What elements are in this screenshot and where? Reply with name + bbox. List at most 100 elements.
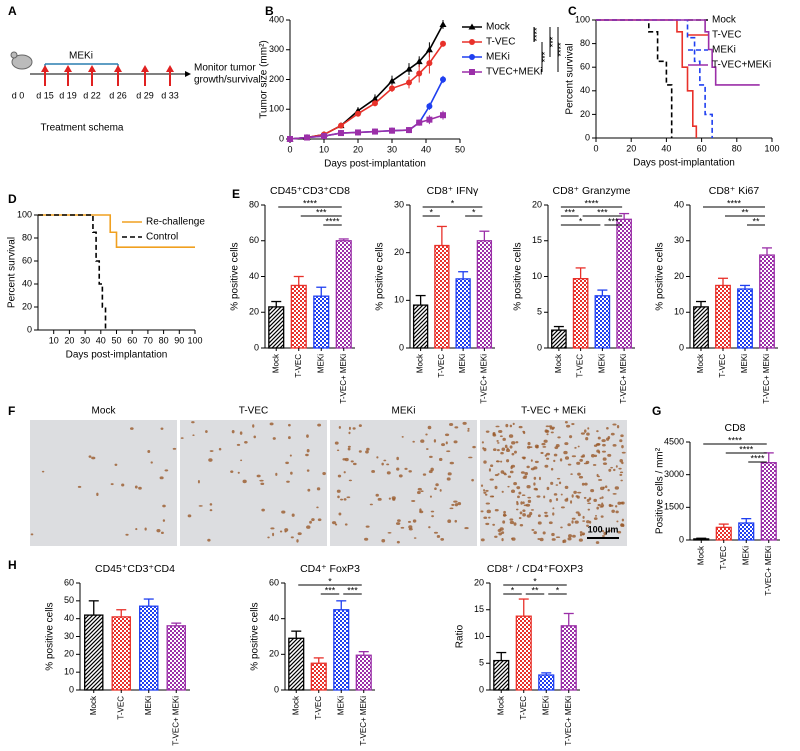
stained-cell	[563, 539, 567, 543]
stained-cell	[311, 518, 315, 522]
stained-cell	[209, 509, 213, 512]
stained-cell	[261, 508, 265, 512]
stained-cell	[510, 489, 516, 493]
bar	[290, 284, 307, 349]
bar	[760, 462, 777, 541]
stained-cell	[621, 444, 624, 449]
stained-cell	[371, 469, 376, 473]
data-point	[416, 70, 423, 77]
stained-cell	[617, 501, 622, 505]
data-point	[389, 127, 395, 134]
y-tick-label: 20	[22, 301, 32, 311]
x-tick-label: 20	[626, 143, 636, 153]
legend-label: Re-challenge	[146, 217, 205, 228]
x-tick-label: 90	[174, 335, 184, 345]
significance-label: *	[533, 576, 537, 586]
stained-cell	[453, 440, 458, 444]
stained-cell	[514, 450, 517, 454]
stained-cell	[422, 473, 427, 476]
stained-cell	[509, 518, 514, 521]
x-tick-label: 80	[159, 335, 169, 345]
stained-cell	[612, 493, 617, 495]
y-tick-label: 20	[532, 199, 542, 209]
survival-curve	[596, 19, 760, 86]
stained-cell	[156, 528, 161, 533]
stained-cell	[589, 520, 592, 524]
stained-cell	[481, 441, 484, 444]
chart-title: CD8⁺ Ki67	[709, 185, 760, 197]
bar	[310, 662, 327, 691]
stained-cell	[160, 427, 164, 430]
stained-cell	[587, 502, 591, 505]
stained-cell	[502, 520, 506, 524]
significance-label: ****	[750, 453, 765, 463]
x-tick-label: T-VEC+ MEKi	[564, 696, 573, 746]
stained-cell	[610, 432, 615, 436]
chart-title: CD45⁺CD3⁺CD8	[270, 185, 350, 197]
stained-cell	[386, 471, 391, 475]
stained-cell	[352, 462, 357, 466]
stained-cell	[586, 432, 590, 436]
y-axis-label: % positive cells	[655, 242, 666, 310]
y-tick-label: 30	[674, 235, 684, 245]
stained-cell	[507, 485, 510, 488]
stained-cell	[376, 456, 379, 459]
stained-cell	[150, 461, 153, 464]
chart-title: CD45⁺CD3⁺CD4	[95, 563, 175, 575]
stained-cell	[192, 434, 195, 437]
stained-cell	[286, 480, 290, 483]
x-tick-label: T-VEC	[719, 546, 728, 570]
bar	[560, 625, 577, 691]
bar	[493, 659, 510, 691]
y-axis-label: Percent survival	[7, 237, 18, 308]
y-tick-label: 300	[269, 44, 284, 54]
stained-cell	[550, 481, 554, 485]
stained-cell	[396, 467, 400, 471]
stained-cell	[599, 505, 604, 508]
stained-cell	[347, 445, 351, 448]
legend-label: MEKi	[486, 52, 510, 63]
data-point	[426, 116, 433, 123]
y-axis-label: Positive cells / mm²	[655, 447, 666, 534]
x-tick-label: Mock	[271, 353, 280, 373]
significance-label: ****	[532, 27, 542, 42]
stained-cell	[555, 497, 559, 502]
stained-cell	[467, 427, 470, 430]
stained-cell	[296, 539, 299, 543]
stained-cell	[551, 532, 555, 537]
y-tick-label: 40	[580, 85, 590, 95]
stained-cell	[348, 431, 351, 435]
y-tick-label: 40	[249, 271, 259, 281]
y-tick-label: 0	[399, 342, 404, 352]
stained-cell	[386, 463, 390, 466]
y-tick-label: 40	[269, 613, 279, 623]
significance-label: *	[556, 585, 560, 595]
stained-cell	[454, 503, 459, 507]
stained-cell	[395, 522, 401, 526]
stained-cell	[530, 459, 533, 462]
stained-cell	[501, 538, 504, 542]
stained-cell	[541, 442, 546, 446]
x-tick-label: 20	[353, 144, 363, 154]
survival-curve	[596, 19, 698, 138]
stained-cell	[527, 441, 531, 446]
data-point	[440, 76, 446, 83]
bar	[166, 625, 186, 691]
stained-cell	[567, 537, 572, 541]
x-tick-label: MEKi	[597, 354, 606, 373]
x-tick-label: Mock	[696, 353, 705, 373]
stained-cell	[531, 529, 535, 531]
legend-label: T-VEC	[712, 30, 741, 41]
stained-cell	[383, 459, 387, 462]
stained-cell	[505, 423, 509, 428]
y-tick-label: 0	[679, 342, 684, 352]
stained-cell	[498, 532, 503, 536]
stained-cell	[485, 489, 489, 492]
dose-arrow-head	[64, 65, 72, 72]
stained-cell	[375, 493, 379, 497]
stained-cell	[513, 522, 517, 526]
stained-cell	[499, 435, 503, 438]
stained-cell	[621, 451, 626, 454]
stained-cell	[601, 535, 605, 537]
stained-cell	[581, 533, 585, 536]
